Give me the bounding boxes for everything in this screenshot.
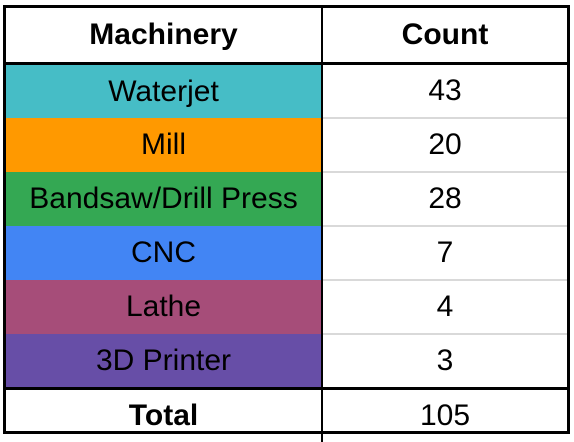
table: Machinery Count Waterjet 43 Mill 20 Band… bbox=[6, 8, 567, 442]
count-cell: 20 bbox=[322, 118, 567, 172]
table-row: Bandsaw/Drill Press 28 bbox=[6, 172, 567, 226]
count-cell: 4 bbox=[322, 280, 567, 334]
machinery-cell: Lathe bbox=[6, 280, 322, 334]
total-value: 105 bbox=[322, 389, 567, 442]
header-machinery: Machinery bbox=[6, 8, 322, 64]
total-label: Total bbox=[6, 389, 322, 442]
machinery-cell: 3D Printer bbox=[6, 334, 322, 389]
machinery-cell: Waterjet bbox=[6, 64, 322, 119]
count-cell: 28 bbox=[322, 172, 567, 226]
header-row: Machinery Count bbox=[6, 8, 567, 64]
table-row: Waterjet 43 bbox=[6, 64, 567, 119]
machinery-cell: Mill bbox=[6, 118, 322, 172]
count-cell: 7 bbox=[322, 226, 567, 280]
machinery-count-table: Machinery Count Waterjet 43 Mill 20 Band… bbox=[3, 5, 570, 434]
machinery-cell: Bandsaw/Drill Press bbox=[6, 172, 322, 226]
machinery-cell: CNC bbox=[6, 226, 322, 280]
table-row: Lathe 4 bbox=[6, 280, 567, 334]
header-count: Count bbox=[322, 8, 567, 64]
table-row: 3D Printer 3 bbox=[6, 334, 567, 389]
table-body: Waterjet 43 Mill 20 Bandsaw/Drill Press … bbox=[6, 64, 567, 442]
count-cell: 3 bbox=[322, 334, 567, 389]
count-cell: 43 bbox=[322, 64, 567, 119]
total-row: Total 105 bbox=[6, 389, 567, 442]
table-row: Mill 20 bbox=[6, 118, 567, 172]
table-row: CNC 7 bbox=[6, 226, 567, 280]
